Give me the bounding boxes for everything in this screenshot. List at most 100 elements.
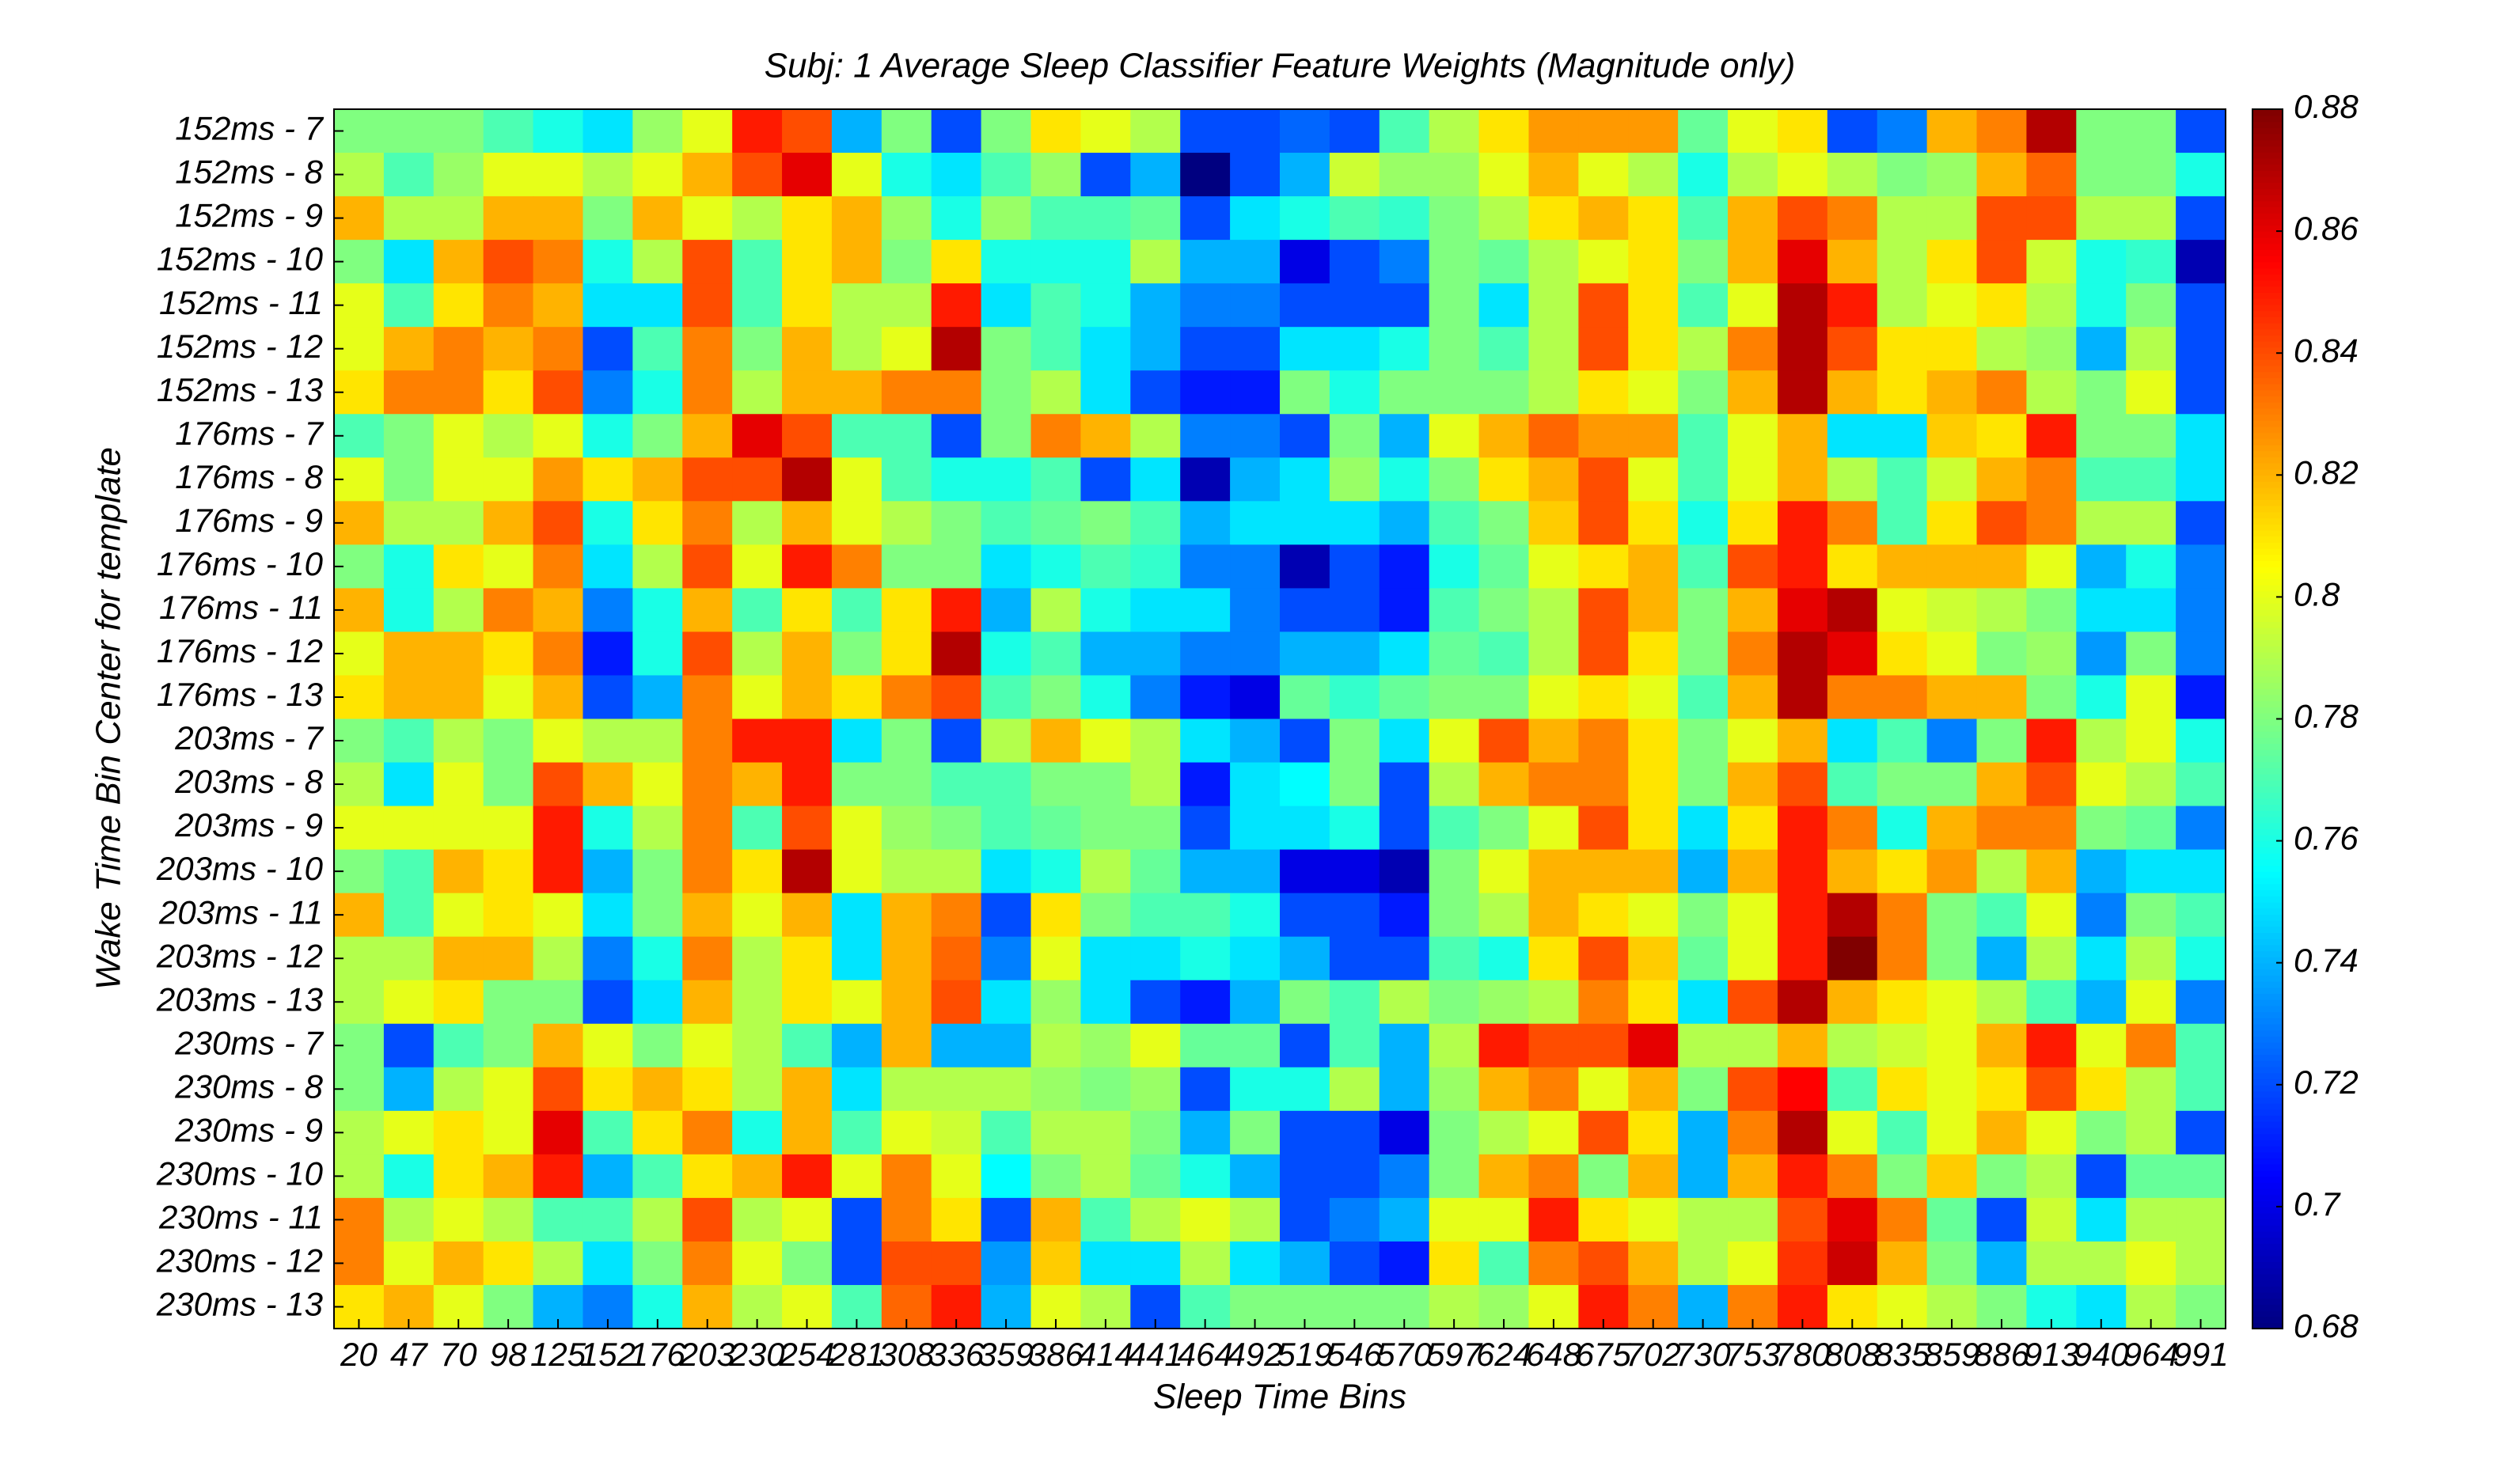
heatmap-cell: [2176, 457, 2226, 502]
heatmap-cell: [981, 762, 1032, 807]
heatmap-cell: [2176, 718, 2226, 764]
heatmap-cell: [1280, 109, 1330, 154]
heatmap-cell: [383, 370, 435, 415]
heatmap-cell: [732, 501, 783, 545]
heatmap-cell: [1329, 675, 1380, 720]
heatmap-cell: [2026, 1241, 2077, 1286]
y-tick-label: 203ms - 9: [174, 806, 323, 844]
heatmap-cell: [981, 1154, 1032, 1199]
heatmap-cell: [931, 414, 982, 458]
colorbar-segment: [2252, 651, 2283, 659]
heatmap-cell: [1578, 1110, 1629, 1155]
heatmap-cell: [433, 675, 484, 720]
colorbar-segment: [2252, 621, 2283, 628]
heatmap-cell: [1180, 196, 1231, 241]
heatmap-cell: [831, 1154, 882, 1199]
heatmap-cell: [1678, 457, 1729, 502]
x-axis-label: Sleep Time Bins: [1153, 1378, 1406, 1416]
colorbar-segment: [2252, 358, 2283, 366]
heatmap-cell: [782, 1023, 833, 1068]
heatmap-cell: [1976, 109, 2028, 154]
heatmap-cell: [433, 936, 484, 981]
heatmap-cell: [1926, 153, 1978, 197]
colorbar-segment: [2252, 822, 2283, 829]
heatmap-cell: [2176, 283, 2226, 328]
colorbar-segment: [2252, 231, 2283, 238]
heatmap-cell: [732, 109, 783, 154]
heatmap-cell: [1130, 675, 1181, 720]
heatmap-cell: [1230, 327, 1281, 371]
heatmap-cell: [881, 893, 932, 938]
x-tick-label: 730: [1676, 1336, 1732, 1373]
colorbar-segment: [2252, 529, 2283, 537]
heatmap-cell: [1976, 980, 2028, 1025]
colorbar-segment: [2252, 1298, 2283, 1305]
y-tick-label: 152ms - 8: [175, 154, 323, 191]
heatmap-cell: [881, 588, 932, 633]
colorbar-segment: [2252, 548, 2283, 555]
heatmap-cell: [881, 1197, 932, 1242]
heatmap-cell: [1728, 370, 1778, 415]
heatmap-cell: [931, 501, 982, 545]
heatmap-cell: [1429, 1241, 1480, 1286]
heatmap-cell: [1030, 631, 1082, 677]
heatmap-cell: [1080, 283, 1131, 328]
heatmap-cell: [1777, 327, 1828, 371]
heatmap-cell: [931, 631, 982, 677]
colorbar-tick-label: 0.68: [2294, 1307, 2359, 1344]
colorbar-segment: [2252, 566, 2283, 574]
heatmap-cell: [2026, 196, 2077, 241]
heatmap-cell: [1130, 762, 1181, 807]
heatmap-cell: [483, 588, 534, 633]
heatmap-cell: [2176, 762, 2226, 807]
heatmap-cell: [782, 1197, 833, 1242]
heatmap-cell: [1877, 196, 1928, 241]
heatmap-cell: [1777, 109, 1828, 154]
y-tick-label: 152ms - 12: [157, 328, 323, 365]
heatmap-cell: [2076, 457, 2127, 502]
heatmap-cell: [931, 196, 982, 241]
colorbar-segment: [2252, 993, 2283, 1000]
colorbar-segment: [2252, 847, 2283, 854]
heatmap-cell: [1429, 675, 1480, 720]
heatmap-cell: [1180, 109, 1231, 154]
heatmap-cell: [782, 1154, 833, 1199]
heatmap-cell: [1728, 893, 1778, 938]
heatmap-cell: [831, 849, 882, 894]
heatmap-cell: [2176, 1241, 2226, 1286]
heatmap-cell: [1728, 240, 1778, 284]
colorbar-segment: [2252, 1036, 2283, 1043]
heatmap-cell: [1877, 1023, 1928, 1068]
heatmap-cell: [1379, 1023, 1430, 1068]
heatmap-cell: [2026, 1023, 2077, 1068]
heatmap-cell: [1926, 544, 1978, 589]
heatmap-cell: [383, 1241, 435, 1286]
heatmap-cell: [782, 1241, 833, 1286]
heatmap-cell: [1030, 327, 1082, 371]
heatmap-cell: [682, 849, 733, 894]
colorbar-segment: [2252, 511, 2283, 519]
heatmap-cell: [1080, 588, 1131, 633]
colorbar-segment: [2252, 194, 2283, 202]
heatmap-cell: [1130, 1110, 1181, 1155]
heatmap-cell: [2126, 588, 2177, 633]
heatmap-cell: [1280, 1023, 1330, 1068]
heatmap-cell: [383, 762, 435, 807]
heatmap-cell: [483, 370, 534, 415]
colorbar-segment: [2252, 859, 2283, 866]
colorbar-segment: [2252, 584, 2283, 592]
heatmap-cell: [1478, 675, 1530, 720]
heatmap-cell: [383, 849, 435, 894]
heatmap-cell: [782, 153, 833, 197]
x-tick-label: 125: [530, 1336, 586, 1373]
heatmap-cell: [1827, 196, 1878, 241]
heatmap-cell: [981, 893, 1032, 938]
y-tick-label: 203ms - 10: [156, 850, 324, 887]
heatmap-cell: [1130, 1023, 1181, 1068]
heatmap-cell: [1578, 1197, 1629, 1242]
heatmap-cell: [1429, 762, 1480, 807]
heatmap-cell: [1230, 1023, 1281, 1068]
heatmap-cell: [1827, 1110, 1878, 1155]
colorbar-segment: [2252, 707, 2283, 714]
heatmap-cell: [1728, 588, 1778, 633]
